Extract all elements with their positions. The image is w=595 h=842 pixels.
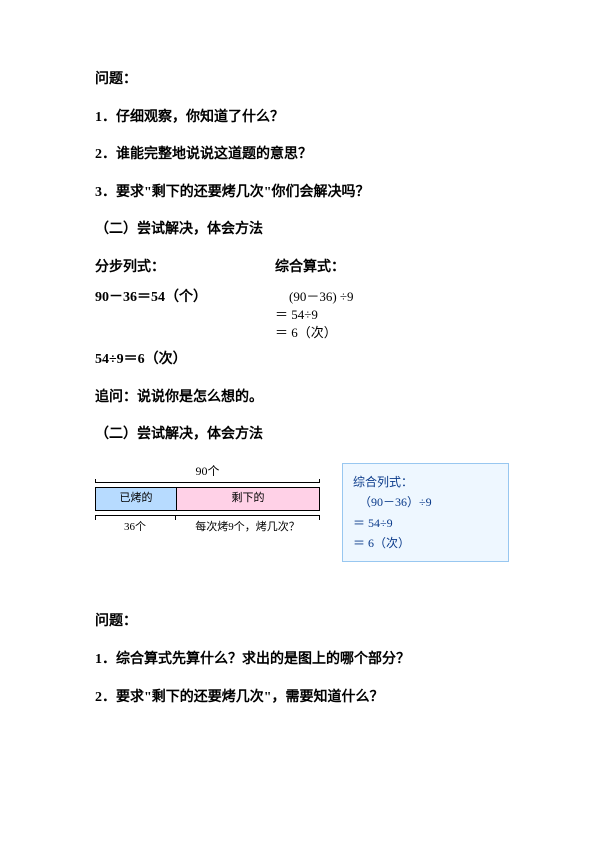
diagram-bar: 已烤的 剩下的 — [95, 487, 320, 511]
question-3: 3．要求"剩下的还要烤几次"你们会解决吗？ — [95, 183, 515, 203]
diagram-bottom-labels: 36个 每次烤9个，烤几次？ — [95, 520, 320, 535]
followup-question: 追问：说说你是怎么想的。 — [95, 388, 515, 408]
section4-heading: 问题： — [95, 612, 515, 632]
combined-calc: (90－36) ÷9 ＝ 54÷9 ＝ 6（次） — [275, 288, 354, 343]
diagram-bottom-bracket — [95, 515, 320, 516]
combined-line3: ＝ 6（次） — [275, 324, 354, 342]
section2-heading: （二）尝试解决，体会方法 — [95, 220, 515, 240]
bottom-label-left: 36个 — [95, 520, 175, 535]
step-1: 90－36＝54（个） — [95, 288, 275, 343]
diagram-top-bracket — [95, 482, 320, 483]
page: 问题： 1．仔细观察，你知道了什么？ 2．谁能完整地说说这道题的意思？ 3．要求… — [0, 0, 595, 842]
section3-heading: （二）尝试解决，体会方法 — [95, 425, 515, 445]
segment-remaining: 剩下的 — [177, 488, 319, 510]
bar-diagram: 90个 已烤的 剩下的 36个 每次烤9个，烤几次？ — [95, 463, 320, 535]
bottom-label-right: 每次烤9个，烤几次？ — [175, 520, 320, 535]
panel-line2: ＝ 54÷9 — [353, 513, 498, 533]
question-1: 1．仔细观察，你知道了什么？ — [95, 108, 515, 128]
question-4-2: 2．要求"剩下的还要烤几次"，需要知道什么？ — [95, 688, 515, 708]
combined-line2: ＝ 54÷9 — [275, 306, 354, 324]
panel-line3: ＝ 6（次） — [353, 533, 498, 553]
panel-line1: （90－36）÷9 — [353, 492, 498, 512]
diagram-row: 90个 已烤的 剩下的 36个 每次烤9个，烤几次？ 综合列式： （90－3 — [95, 463, 515, 563]
panel-title: 综合列式： — [353, 472, 498, 492]
question-2: 2．谁能完整地说说这道题的意思？ — [95, 145, 515, 165]
question-4-1: 1．综合算式先算什么？求出的是图上的哪个部分？ — [95, 650, 515, 670]
diagram-total-label: 90个 — [95, 463, 320, 480]
segment-baked: 已烤的 — [96, 488, 177, 510]
step-2: 54÷9＝6（次） — [95, 350, 515, 370]
section1-heading: 问题： — [95, 70, 515, 90]
combined-line1: (90－36) ÷9 — [275, 288, 354, 306]
step-label: 分步列式： — [95, 258, 275, 278]
combined-panel: 综合列式： （90－36）÷9 ＝ 54÷9 ＝ 6（次） — [342, 463, 509, 563]
combined-label: 综合算式： — [275, 258, 345, 278]
